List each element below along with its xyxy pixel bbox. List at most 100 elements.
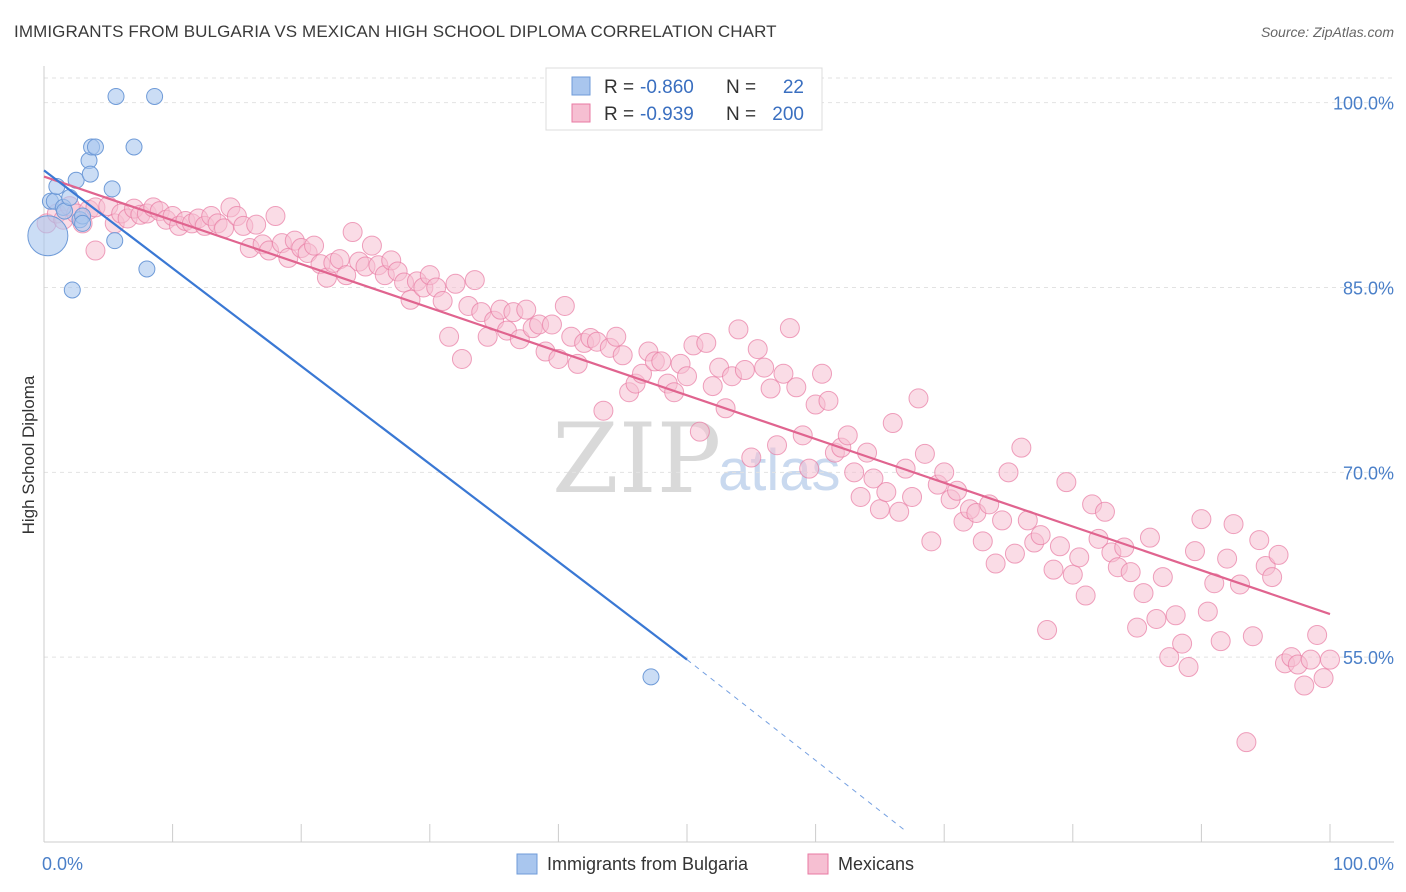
- point-mexicans-47: [342, 222, 363, 243]
- point-mexicans-135: [908, 388, 929, 409]
- point-mexicans-107: [728, 319, 749, 340]
- point-mexicans-56: [400, 289, 421, 310]
- point-mexicans-41: [304, 235, 325, 256]
- legend-n-value-2: 200: [772, 104, 804, 125]
- point-mexicans-132: [889, 501, 910, 522]
- point-mexicans-116: [786, 377, 807, 398]
- y-tick-label-0: 100.0%: [1333, 94, 1394, 114]
- point-mexicans-164: [1094, 501, 1115, 522]
- point-mexicans-80: [554, 295, 575, 316]
- point-mexicans-86: [593, 400, 614, 421]
- trend-line-bulgaria-extension: [686, 659, 906, 832]
- legend-n-label-1: N =: [726, 77, 756, 98]
- legend-box: [545, 67, 823, 131]
- point-mexicans-103: [702, 376, 723, 397]
- point-bulgaria-21: [146, 87, 164, 105]
- point-mexicans-191: [1268, 544, 1289, 565]
- point-mexicans-139: [934, 462, 955, 483]
- point-mexicans-195: [1294, 675, 1315, 696]
- point-mexicans-159: [1062, 564, 1083, 585]
- point-mexicans-184: [1223, 514, 1244, 535]
- point-bulgaria-22: [642, 668, 660, 686]
- point-mexicans-89: [612, 345, 633, 366]
- bottom-legend-bulgaria: Immigrants from Bulgaria: [547, 854, 749, 874]
- point-bulgaria-16: [103, 180, 121, 198]
- point-mexicans-110: [747, 339, 768, 360]
- point-mexicans-196: [1300, 649, 1321, 670]
- point-bulgaria-19: [125, 138, 143, 156]
- point-mexicans-154: [1030, 525, 1051, 546]
- point-mexicans-109: [741, 447, 762, 468]
- point-mexicans-186: [1236, 732, 1257, 753]
- point-mexicans-61: [432, 291, 453, 312]
- point-mexicans-78: [541, 314, 562, 335]
- point-mexicans-168: [1120, 562, 1141, 583]
- trend-line-mexicans: [43, 175, 1331, 616]
- point-mexicans-62: [439, 326, 460, 347]
- point-mexicans-88: [606, 326, 627, 347]
- source-label: Source: ZipAtlas.com: [1260, 24, 1394, 40]
- point-mexicans-35: [265, 206, 286, 227]
- point-mexicans-121: [818, 390, 839, 411]
- point-mexicans-150: [1004, 543, 1025, 564]
- point-mexicans-126: [850, 486, 871, 507]
- point-bulgaria-13: [81, 165, 99, 183]
- point-mexicans-190: [1262, 567, 1283, 588]
- x-tick-label-min: 0.0%: [42, 854, 83, 874]
- point-bulgaria-20: [138, 260, 156, 278]
- point-bulgaria-15: [86, 138, 104, 156]
- point-mexicans-176: [1172, 633, 1193, 654]
- point-mexicans-199: [1320, 649, 1340, 670]
- point-mexicans-148: [992, 510, 1013, 531]
- legend-r-value-1: -0.860: [640, 77, 694, 98]
- point-mexicans-8: [85, 240, 106, 261]
- point-mexicans-114: [773, 363, 794, 384]
- point-mexicans-125: [844, 462, 865, 483]
- point-mexicans-112: [760, 378, 781, 399]
- point-mexicans-120: [812, 363, 833, 384]
- legend-swatch-pink: [571, 103, 591, 123]
- point-mexicans-188: [1249, 530, 1270, 551]
- bottom-legend-swatch-blue: [516, 853, 538, 875]
- point-mexicans-174: [1159, 647, 1180, 668]
- point-mexicans-66: [464, 270, 485, 291]
- y-tick-label-2: 70.0%: [1343, 463, 1394, 483]
- series-bulgaria: [27, 87, 660, 686]
- point-mexicans-74: [516, 299, 537, 320]
- watermark-zip: ZIP: [552, 403, 721, 515]
- point-mexicans-145: [972, 531, 993, 552]
- point-mexicans-95: [651, 351, 672, 372]
- point-mexicans-187: [1242, 626, 1263, 647]
- point-bulgaria-6: [61, 189, 79, 207]
- point-mexicans-175: [1165, 605, 1186, 626]
- point-mexicans-179: [1191, 509, 1212, 530]
- legend-n-label-2: N =: [726, 104, 756, 125]
- legend-r-value-2: -0.939: [640, 104, 694, 125]
- point-mexicans-171: [1139, 527, 1160, 548]
- point-mexicans-198: [1313, 668, 1334, 689]
- point-mexicans-130: [876, 482, 897, 503]
- point-mexicans-160: [1069, 547, 1090, 568]
- point-mexicans-158: [1056, 472, 1077, 493]
- bottom-legend-swatch-pink: [807, 853, 829, 875]
- point-mexicans-149: [998, 462, 1019, 483]
- legend-swatch-blue: [571, 76, 591, 96]
- trend-lines: [43, 169, 1331, 832]
- y-tick-label-1: 85.0%: [1343, 278, 1394, 298]
- point-mexicans-173: [1152, 567, 1173, 588]
- axes: [43, 66, 1394, 843]
- point-bulgaria-7: [63, 281, 81, 299]
- point-bulgaria-17: [106, 232, 124, 250]
- point-mexicans-101: [689, 421, 710, 442]
- y-tick-labels: 100.0% 85.0% 70.0% 55.0%: [1333, 94, 1394, 669]
- bottom-legend-mexicans: Mexicans: [838, 854, 914, 874]
- legend-r-label-1: R =: [604, 77, 634, 98]
- point-mexicans-102: [696, 332, 717, 353]
- point-mexicans-169: [1127, 617, 1148, 638]
- point-mexicans-64: [451, 348, 472, 369]
- point-mexicans-131: [882, 413, 903, 434]
- point-mexicans-178: [1184, 541, 1205, 562]
- point-mexicans-197: [1307, 624, 1328, 645]
- point-mexicans-108: [734, 360, 755, 381]
